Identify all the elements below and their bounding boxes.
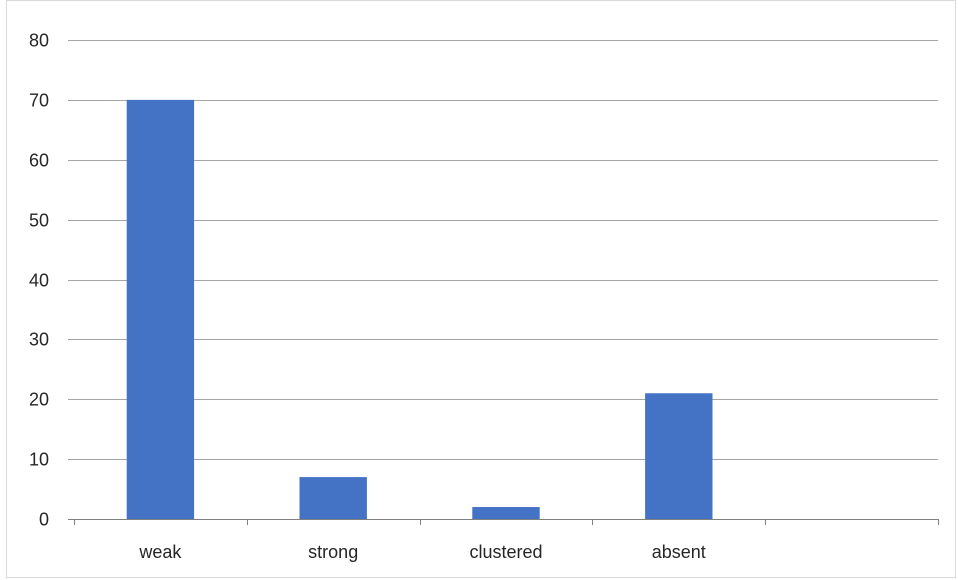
y-tick-label: 50 — [29, 211, 49, 231]
bar-weak — [126, 99, 195, 519]
y-tick-label: 20 — [29, 390, 49, 410]
axes — [68, 519, 939, 525]
y-tick-label: 40 — [29, 271, 49, 291]
x-tick-label: weak — [138, 542, 182, 562]
axis-labels: 0 10 20 30 40 50 60 70 80 weak strong clustered abse… — [29, 31, 706, 563]
bar-strong — [299, 477, 367, 519]
x-tick-label: absent — [652, 542, 706, 562]
y-tick-label: 30 — [29, 330, 49, 350]
y-tick-label: 80 — [29, 31, 49, 51]
x-tick-label: clustered — [469, 542, 542, 562]
gridlines — [68, 40, 938, 460]
bar-absent — [645, 393, 713, 519]
bar-clustered — [472, 507, 540, 519]
bars — [126, 99, 713, 519]
y-tick-label: 60 — [29, 151, 49, 171]
y-tick-label: 0 — [39, 510, 49, 530]
y-tick-label: 70 — [29, 91, 49, 111]
y-tick-label: 10 — [29, 450, 49, 470]
x-tick-label: strong — [308, 542, 358, 562]
